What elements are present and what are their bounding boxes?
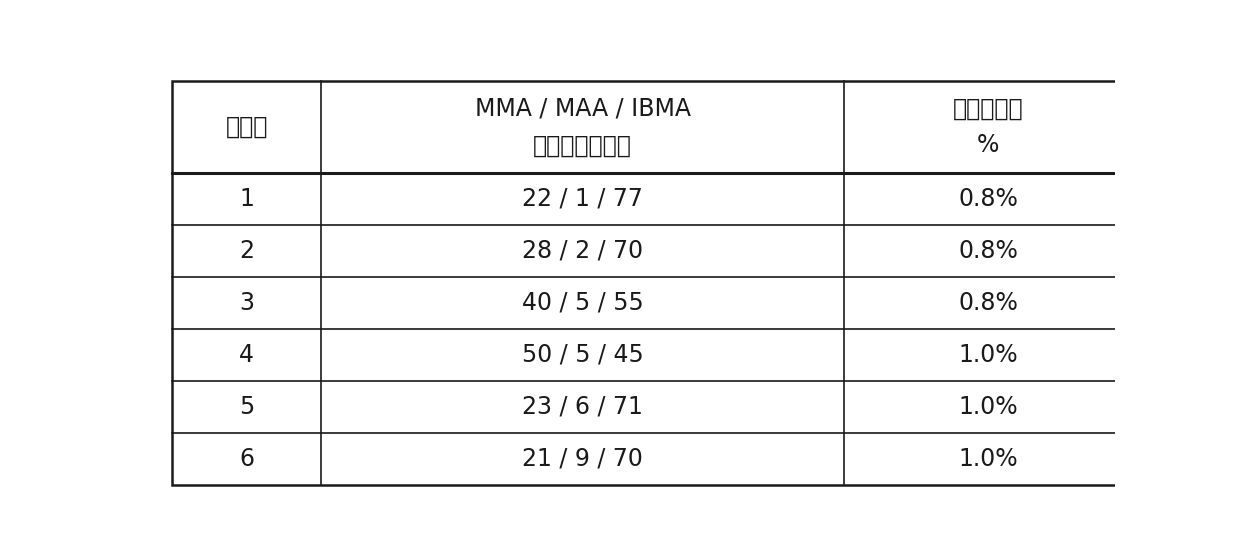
Text: 1.0%: 1.0% bbox=[959, 395, 1018, 419]
Text: 1: 1 bbox=[239, 187, 254, 211]
Text: 50 / 5 / 45: 50 / 5 / 45 bbox=[522, 343, 643, 367]
Text: 21 / 9 / 70: 21 / 9 / 70 bbox=[522, 446, 643, 471]
Text: 0.8%: 0.8% bbox=[959, 187, 1018, 211]
Text: 实施例: 实施例 bbox=[225, 115, 268, 139]
Text: %: % bbox=[978, 133, 1000, 158]
Text: 1.0%: 1.0% bbox=[959, 343, 1018, 367]
Text: 22 / 1 / 77: 22 / 1 / 77 bbox=[522, 187, 643, 211]
Text: 引发剂用量: 引发剂用量 bbox=[953, 97, 1023, 121]
Text: 5: 5 bbox=[239, 395, 254, 419]
Text: 1.0%: 1.0% bbox=[959, 446, 1018, 471]
Text: 28 / 2 / 70: 28 / 2 / 70 bbox=[522, 239, 643, 263]
Text: 0.8%: 0.8% bbox=[959, 239, 1018, 263]
Text: MMA / MAA / IBMA: MMA / MAA / IBMA bbox=[475, 97, 690, 121]
Text: 0.8%: 0.8% bbox=[959, 291, 1018, 315]
Text: 40 / 5 / 55: 40 / 5 / 55 bbox=[522, 291, 643, 315]
Text: （重量份数比）: （重量份数比） bbox=[533, 133, 632, 158]
Text: 3: 3 bbox=[239, 291, 254, 315]
Text: 2: 2 bbox=[239, 239, 254, 263]
Text: 4: 4 bbox=[239, 343, 254, 367]
Text: 6: 6 bbox=[239, 446, 254, 471]
Text: 23 / 6 / 71: 23 / 6 / 71 bbox=[522, 395, 643, 419]
